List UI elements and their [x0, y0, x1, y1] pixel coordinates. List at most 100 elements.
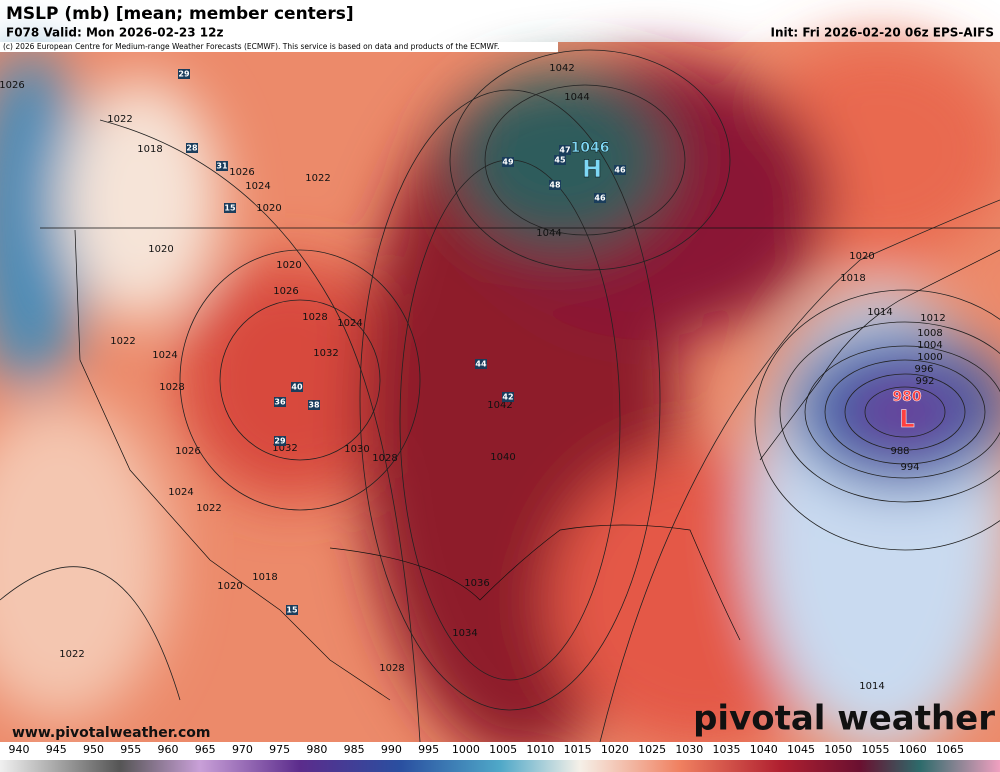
member-label: 29 [274, 437, 286, 446]
contour-label: 1042 [549, 63, 574, 74]
contour-label: 1032 [272, 443, 297, 454]
contour-label: 1018 [252, 572, 277, 583]
colorbar-tick-label: 940 [9, 743, 30, 756]
high-letter: H [582, 155, 602, 183]
contour-label: 1040 [490, 452, 515, 463]
member-label: 49 [502, 158, 514, 167]
member-label-bg [559, 145, 571, 155]
contour-label: 1028 [302, 312, 327, 323]
contour-label: 1026 [175, 446, 200, 457]
header: MSLP (mb) [mean; member centers] F078 Va… [6, 4, 994, 40]
colorbar-tick-label: 1055 [862, 743, 890, 756]
contour-label: 1020 [276, 260, 301, 271]
colorbar-tick-label: 1030 [675, 743, 703, 756]
member-label: 15 [286, 606, 298, 615]
low-value: 980 [892, 389, 921, 405]
contour-label: 1022 [110, 336, 135, 347]
contour-label: 1026 [229, 167, 254, 178]
member-label: 46 [594, 194, 606, 203]
member-label: 45 [554, 156, 566, 165]
member-label-bg [286, 605, 298, 615]
member-label: 31 [216, 162, 228, 171]
member-label-bg [274, 397, 286, 407]
member-label-bg [554, 155, 566, 165]
colorbar-tick-label: 1010 [526, 743, 554, 756]
logo: pivotal weather [693, 699, 995, 739]
contour-label: 1000 [917, 352, 942, 363]
member-label-bg [291, 382, 303, 392]
contour-label: 1042 [487, 400, 512, 411]
contour-label: 1044 [564, 92, 589, 103]
member-label: 40 [291, 383, 303, 392]
contour-label: 1044 [536, 228, 561, 239]
member-label-bg [614, 165, 626, 175]
member-label: 46 [614, 166, 626, 175]
colorbar-tick-label: 1015 [564, 743, 592, 756]
contour-label: 1022 [305, 173, 330, 184]
colorbar-tick-label: 1020 [601, 743, 629, 756]
contour-label: 1020 [217, 581, 242, 592]
contour-label: 1024 [245, 181, 270, 192]
colorbar-tick-label: 1065 [936, 743, 964, 756]
low-letter: L [899, 405, 914, 433]
title: MSLP (mb) [mean; member centers] [6, 4, 354, 24]
contour-label: 1022 [59, 649, 84, 660]
contour-label: 1034 [452, 628, 477, 639]
high-value: 1046 [571, 140, 610, 156]
contour-label: 1024 [337, 318, 362, 329]
colorbar-tick-label: 1060 [899, 743, 927, 756]
member-label: 47 [559, 146, 570, 155]
member-label: 36 [274, 398, 286, 407]
colorbar-bg [0, 742, 1000, 760]
member-label: 38 [308, 401, 320, 410]
colorbar-tick-label: 1045 [787, 743, 815, 756]
contour-label: 1012 [920, 313, 945, 324]
member-label-bg [549, 180, 561, 190]
contour-label: 1020 [849, 251, 874, 262]
valid-time: F078 Valid: Mon 2026-02-23 12z [6, 26, 223, 40]
colorbar [0, 760, 1000, 772]
contour-label: 1014 [867, 307, 892, 318]
contour-label: 1030 [344, 444, 369, 455]
member-label: 29 [178, 70, 190, 79]
colorbar-tick-label: 1005 [489, 743, 517, 756]
member-label: 48 [549, 181, 561, 190]
contour-label: 994 [900, 462, 919, 473]
member-label-bg [502, 157, 514, 167]
contour-label: 1028 [372, 453, 397, 464]
colorbar-tick-label: 995 [418, 743, 439, 756]
website: www.pivotalweather.com [12, 725, 211, 741]
colorbar-tick-label: 955 [120, 743, 141, 756]
member-label-bg [475, 359, 487, 369]
contour-label: 1036 [464, 578, 489, 589]
contour-label: 1028 [379, 663, 404, 674]
member-label-bg [178, 69, 190, 79]
member-label-bg [186, 143, 198, 153]
member-label: 44 [475, 360, 487, 369]
member-label-bg [594, 193, 606, 203]
member-label-bg [308, 400, 320, 410]
colorbar-tick-label: 950 [83, 743, 104, 756]
copyright: (c) 2026 European Centre for Medium-rang… [3, 42, 499, 51]
contour-label: 1022 [107, 114, 132, 125]
colorbar-tick-label: 960 [157, 743, 178, 756]
init-time: Init: Fri 2026-02-20 06z EPS-AIFS [771, 26, 994, 40]
contour-label: 1028 [159, 382, 184, 393]
colorbar-tick-label: 980 [306, 743, 327, 756]
contour-label: 996 [914, 364, 933, 375]
member-label: 42 [502, 393, 513, 402]
colorbar-tick-label: 1050 [824, 743, 852, 756]
member-label-bg [224, 203, 236, 213]
member-label: 15 [224, 204, 236, 213]
contour-label: 1020 [148, 244, 173, 255]
member-label-bg [502, 392, 514, 402]
member-label-bg [216, 161, 228, 171]
colorbar-tick-label: 1035 [713, 743, 741, 756]
contour-label: 1024 [168, 487, 193, 498]
contour-label: 1026 [273, 286, 298, 297]
copyright-bg [0, 42, 558, 52]
contour-label: 1008 [917, 328, 942, 339]
contour-label: 1032 [313, 348, 338, 359]
colorbar-tick-label: 1000 [452, 743, 480, 756]
colorbar-tick-label: 945 [46, 743, 67, 756]
